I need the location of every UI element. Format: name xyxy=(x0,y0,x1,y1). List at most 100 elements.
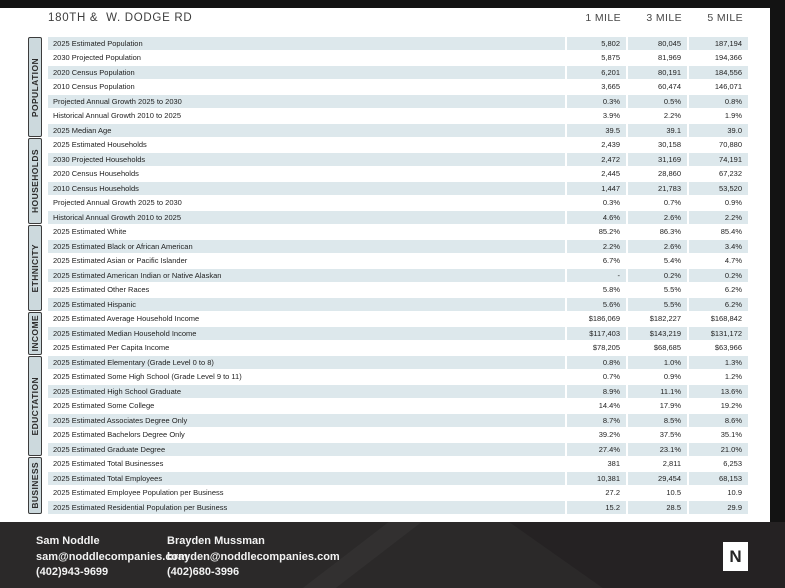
top-border-bar xyxy=(0,0,785,8)
section-label-text: BUSINESS xyxy=(30,462,40,510)
row-label: 2025 Estimated American Indian or Native… xyxy=(48,268,565,282)
row-label: 2025 Estimated Hispanic xyxy=(48,297,565,311)
row-value-3mile: 1.0% xyxy=(628,355,687,369)
table-row: 2025 Estimated Total Employees 10,381 29,4… xyxy=(48,471,748,485)
table-row: 2025 Estimated American Indian or Native… xyxy=(48,268,748,282)
section-label-text: HOUSEHOLDS xyxy=(30,149,40,214)
row-value-5mile: 13.6% xyxy=(689,384,748,398)
table-row: 2020 Census Households 2,445 28,860 67,232 xyxy=(48,167,748,180)
row-value-5mile: 6,253 xyxy=(723,459,742,469)
contact-email: sam@noddlecompanies.com xyxy=(36,550,188,563)
row-label: 2025 Estimated Some College xyxy=(53,401,155,411)
table-row: Historical Annual Growth 2010 to 2025 3.9… xyxy=(48,109,748,122)
row-value-3mile: 5.5% xyxy=(628,297,687,311)
row-label: Historical Annual Growth 2010 to 2025 xyxy=(48,210,565,224)
table-header: 180TH & W. DODGE RD 1 MILE 3 MILE 5 MILE xyxy=(48,12,748,24)
row-value-5mile: 53,520 xyxy=(689,181,748,196)
row-value-5mile: 21.0% xyxy=(689,442,748,456)
contact-name: Sam Noddle xyxy=(36,535,100,547)
row-value-3mile: 29,454 xyxy=(628,471,687,485)
row-value-5mile: 68,153 xyxy=(689,471,748,485)
row-value-1mile: 8.9% xyxy=(567,384,626,398)
row-value-1mile: 2,445 xyxy=(601,169,620,179)
row-value-1mile: 0.8% xyxy=(567,355,626,369)
row-label: 2025 Estimated Population xyxy=(48,37,565,51)
table-row: 2025 Estimated Asian or Pacific Islander… xyxy=(48,254,748,267)
row-value-5mile: 74,191 xyxy=(689,152,748,167)
row-value-3mile: 23.1% xyxy=(628,442,687,456)
row-value-1mile: 85.2% xyxy=(598,227,620,237)
row-value-3mile: 81,969 xyxy=(658,53,681,63)
row-value-5mile: 6.2% xyxy=(724,285,742,295)
row-value-3mile: 2.6% xyxy=(628,210,687,224)
row-value-1mile: 0.3% xyxy=(602,198,620,208)
row-value-1mile: 2.2% xyxy=(567,239,626,253)
row-label: 2025 Estimated Bachelors Degree Only xyxy=(53,430,185,440)
row-value-3mile: 39.1 xyxy=(628,123,687,138)
table-row: Historical Annual Growth 2010 to 2025 4.6… xyxy=(48,210,748,224)
row-value-1mile: 5,875 xyxy=(601,53,620,63)
contact-email: brayden@noddlecompanies.com xyxy=(167,550,340,563)
row-label: Projected Annual Growth 2025 to 2030 xyxy=(48,94,565,109)
row-value-3mile: 5.5% xyxy=(663,285,681,295)
row-label: 2030 Projected Population xyxy=(53,53,141,63)
row-value-3mile: 5.4% xyxy=(663,256,681,266)
row-value-1mile: 0.3% xyxy=(567,94,626,109)
section-label-population: POPULATION xyxy=(28,37,42,138)
row-label: 2025 Estimated Some High School (Grade L… xyxy=(53,372,242,382)
logo-letter: N xyxy=(729,547,742,566)
row-value-1mile: 8.7% xyxy=(567,413,626,427)
row-value-5mile: 2.2% xyxy=(689,210,748,224)
row-value-5mile: 184,556 xyxy=(689,65,748,80)
row-value-3mile: 11.1% xyxy=(628,384,687,398)
row-value-3mile: 0.2% xyxy=(628,268,687,282)
table-row: 2025 Estimated Per Capita Income $78,205 $… xyxy=(48,341,748,354)
table-row: 2025 Estimated Residential Population pe… xyxy=(48,500,748,514)
right-border-bar xyxy=(770,8,785,522)
row-label: 2020 Census Households xyxy=(53,169,139,179)
row-value-1mile: - xyxy=(567,268,626,282)
row-value-1mile: 39.5 xyxy=(567,123,626,138)
table-row: Projected Annual Growth 2025 to 2030 0.3%… xyxy=(48,94,748,109)
row-value-3mile: 80,045 xyxy=(628,37,687,51)
row-value-3mile: 8.5% xyxy=(628,413,687,427)
table-row: 2025 Estimated Average Household Income $… xyxy=(48,312,748,325)
row-label: 2025 Estimated Other Races xyxy=(53,285,150,295)
row-label: 2010 Census Population xyxy=(53,82,135,92)
row-value-5mile: 0.8% xyxy=(689,94,748,109)
row-value-1mile: 6.7% xyxy=(602,256,620,266)
row-value-5mile: 146,071 xyxy=(714,82,742,92)
row-label: 2025 Estimated Per Capita Income xyxy=(53,343,170,353)
row-value-5mile: 19.2% xyxy=(720,401,742,411)
table-row: 2025 Estimated Households 2,439 30,158 70,8… xyxy=(48,138,748,151)
row-value-3mile: 31,169 xyxy=(628,152,687,167)
row-label: 2020 Census Population xyxy=(48,65,565,80)
row-value-5mile: 85.4% xyxy=(720,227,742,237)
table-row: 2025 Estimated Black or African American… xyxy=(48,239,748,253)
row-label: 2025 Estimated Employee Population per B… xyxy=(53,488,224,498)
row-value-1mile: 4.6% xyxy=(567,210,626,224)
table-row: 2025 Estimated Some High School (Grade L… xyxy=(48,370,748,383)
row-value-1mile: 3.9% xyxy=(602,111,620,121)
row-value-3mile: $182,227 xyxy=(649,314,681,324)
row-value-1mile: 27.2 xyxy=(605,488,620,498)
row-label: Historical Annual Growth 2010 to 2025 xyxy=(53,111,181,121)
section-label-text: EDUCTATION xyxy=(30,376,40,436)
section-label-text: POPULATION xyxy=(30,57,40,117)
column-header-1-mile: 1 MILE xyxy=(585,12,621,24)
table-row: 2030 Projected Households 2,472 31,169 74,1… xyxy=(48,152,748,167)
data-table: 2025 Estimated Population 5,802 80,045 187,… xyxy=(48,37,748,515)
contact-card-2: Brayden Mussman brayden@noddlecompanies.… xyxy=(167,534,340,581)
row-value-1mile: 6,201 xyxy=(567,65,626,80)
row-value-3mile: 28,860 xyxy=(658,169,681,179)
row-value-5mile: 8.6% xyxy=(689,413,748,427)
row-value-5mile: 6.2% xyxy=(689,297,748,311)
row-value-3mile: 28.5 xyxy=(628,500,687,514)
row-value-3mile: 21,783 xyxy=(628,181,687,196)
page-title: 180TH & W. DODGE RD xyxy=(48,12,193,24)
table-row: 2025 Estimated Other Races 5.8% 5.5% 6.2% xyxy=(48,283,748,296)
row-label: 2010 Census Households xyxy=(48,181,565,196)
footer-bar: Sam Noddle sam@noddlecompanies.com (402)… xyxy=(0,522,785,588)
row-label: 2025 Estimated Median Household Income xyxy=(48,326,565,340)
row-label: 2025 Estimated White xyxy=(53,227,127,237)
